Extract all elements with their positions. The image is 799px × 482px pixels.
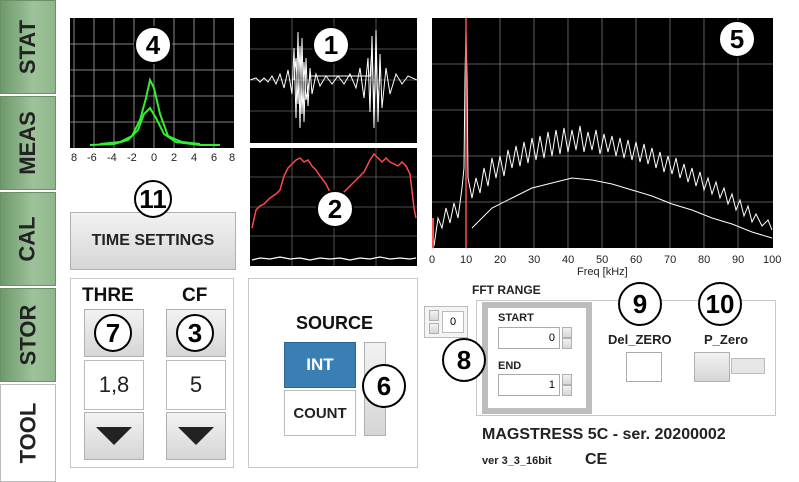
start-label: START — [498, 312, 534, 324]
del-zero-label: Del_ZERO — [608, 332, 672, 347]
fft-tick: 40 — [562, 254, 575, 266]
badge-2: 2 — [316, 190, 354, 228]
tab-stor[interactable]: STOR — [0, 288, 56, 382]
fft-tick: 80 — [698, 254, 711, 266]
tab-meas-label: MEAS — [15, 111, 40, 175]
badge-3: 3 — [176, 314, 214, 352]
histogram-tick: -4 — [107, 152, 117, 164]
thre-decrement-button[interactable] — [84, 412, 144, 460]
fft-range-top-down-button[interactable] — [429, 323, 439, 334]
device-name: MAGSTRESS 5C - ser. 20200002 — [482, 426, 726, 443]
source-int-label: INT — [306, 355, 334, 374]
source-label: SOURCE — [296, 313, 374, 333]
p-zero-indicator — [731, 358, 765, 374]
p-zero-label: P_Zero — [704, 332, 749, 347]
fft-tick: 0 — [429, 254, 436, 266]
fft-range-label: FFT RANGE — [472, 283, 541, 297]
end-label: END — [498, 360, 522, 372]
start-field[interactable]: 0 — [498, 327, 560, 349]
histogram-svg — [70, 18, 234, 148]
histogram-tick: -6 — [87, 152, 97, 164]
fft-plot — [432, 18, 773, 248]
badge-10: 10 — [698, 282, 742, 326]
start-down-button[interactable] — [562, 338, 572, 349]
badge-8: 8 — [442, 338, 486, 382]
time-settings-button[interactable]: TIME SETTINGS — [70, 212, 236, 270]
cf-value-field[interactable]: 5 — [166, 360, 226, 410]
fft-tick: 60 — [630, 254, 643, 266]
tab-tool[interactable]: TOOL — [0, 384, 56, 482]
histogram-tick: 2 — [171, 152, 178, 164]
fft-x-axis-label: Freq [kHz] — [577, 266, 628, 278]
thre-value-field[interactable]: 1,8 — [84, 360, 144, 410]
cf-down-arrow-icon — [178, 427, 214, 445]
start-value: 0 — [548, 332, 555, 344]
fft-tick: 70 — [664, 254, 677, 266]
fft-tick: 50 — [596, 254, 609, 266]
badge-4: 4 — [134, 26, 172, 64]
badge-1: 1 — [312, 26, 350, 64]
thre-label: THRE — [82, 285, 134, 306]
end-up-button[interactable] — [562, 374, 572, 385]
cf-value: 5 — [189, 372, 203, 397]
tab-cal[interactable]: CAL — [0, 192, 56, 286]
del-zero-button[interactable] — [626, 352, 662, 382]
histogram-tick: 8 — [229, 152, 236, 164]
histogram-tick: 8 — [71, 152, 78, 164]
fft-tick: 10 — [460, 254, 473, 266]
end-field[interactable]: 1 — [498, 374, 560, 396]
fft-tick: 30 — [528, 254, 541, 266]
tab-cal-label: CAL — [15, 216, 40, 262]
histogram-tick: 4 — [191, 152, 198, 164]
waveform-svg — [249, 18, 418, 143]
badge-6: 6 — [362, 364, 406, 408]
tab-stat-label: STAT — [15, 19, 40, 75]
fft-range-top-up-button[interactable] — [429, 310, 439, 321]
fft-svg — [432, 18, 773, 248]
source-count-label: COUNT — [293, 404, 347, 422]
fft-range-top-field[interactable]: 0 — [442, 311, 464, 333]
tab-tool-label: TOOL — [15, 402, 40, 464]
cf-decrement-button[interactable] — [166, 412, 226, 460]
start-up-button[interactable] — [562, 327, 572, 338]
badge-7: 7 — [94, 314, 132, 352]
end-down-button[interactable] — [562, 385, 572, 396]
tab-stor-label: STOR — [15, 304, 40, 366]
time-settings-label: TIME SETTINGS — [91, 232, 215, 249]
source-count-button[interactable]: COUNT — [284, 390, 356, 436]
histogram-tick: -2 — [127, 152, 137, 164]
device-version: ver 3_3_16bit — [482, 455, 552, 467]
cf-label: CF — [182, 285, 208, 306]
end-value: 1 — [548, 379, 555, 391]
badge-5: 5 — [718, 20, 756, 58]
histogram-tick: 0 — [151, 152, 158, 164]
fft-tick: 100 — [763, 254, 782, 266]
ce-mark: CE — [585, 451, 608, 468]
badge-11: 11 — [134, 180, 172, 218]
fft-range-top-value: 0 — [449, 316, 457, 328]
tab-stat[interactable]: STAT — [0, 0, 56, 94]
fft-tick: 20 — [494, 254, 507, 266]
tab-meas[interactable]: MEAS — [0, 96, 56, 190]
fft-tick: 90 — [732, 254, 745, 266]
source-int-button[interactable]: INT — [284, 342, 356, 388]
p-zero-button[interactable] — [694, 352, 730, 382]
badge-9: 9 — [618, 282, 662, 326]
thre-down-arrow-icon — [96, 427, 132, 445]
thre-value: 1,8 — [98, 372, 130, 397]
fft-range-top-control: 0 — [424, 306, 468, 338]
histogram-tick: 6 — [211, 152, 218, 164]
